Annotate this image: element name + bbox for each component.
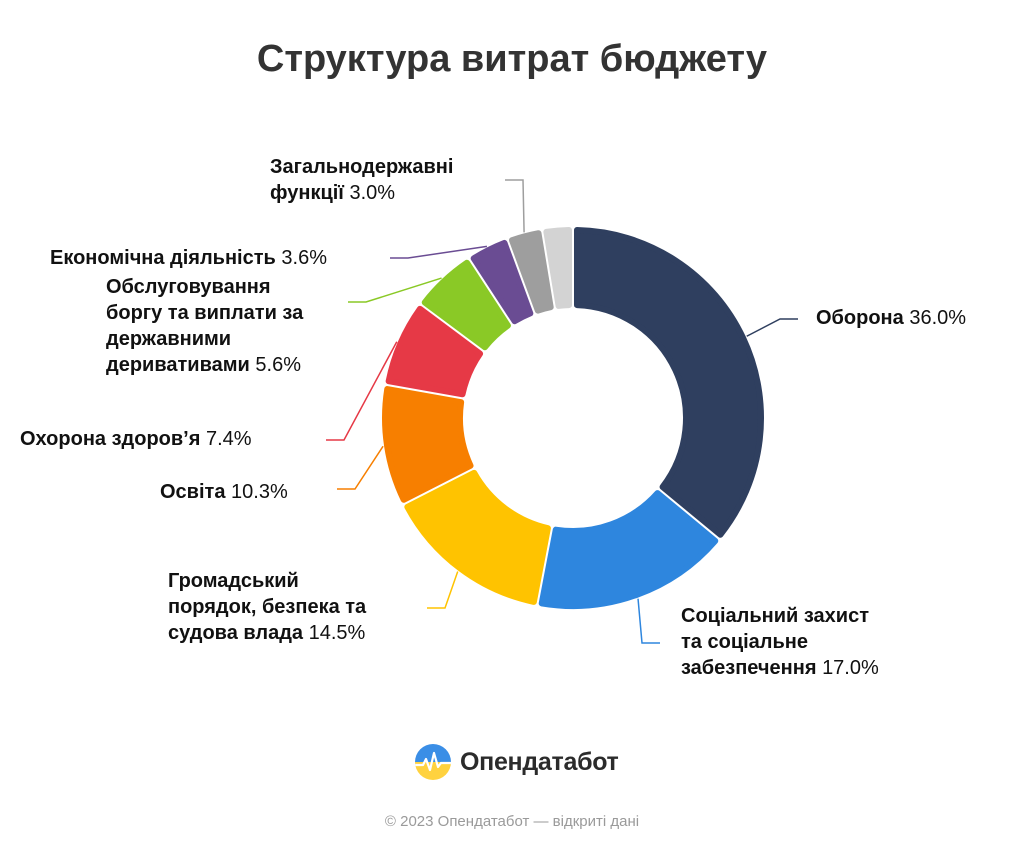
slice-label-name: боргу та виплати за <box>106 302 304 324</box>
donut-slice-6 <box>421 259 511 351</box>
chart-title: Структура витрат бюджету <box>256 38 768 80</box>
donut-slice-2 <box>538 490 719 609</box>
slice-label-percent: 10.3% <box>231 481 288 503</box>
donut-slice-5 <box>385 305 484 398</box>
slice-label-name: Соціальний захист <box>681 605 869 627</box>
slice-label-6: Обслуговування боргу та виплати за державн… <box>106 274 376 378</box>
donut-slice-3 <box>404 469 551 605</box>
slice-label-7: Економічна діяльність 3.6% <box>50 245 380 271</box>
slice-label-name: Економічна діяльність <box>50 247 276 269</box>
slice-label-2: Соціальний захист та соціальне забезпеченн… <box>681 603 961 681</box>
slice-label-name: Освіта <box>160 481 226 503</box>
slice-label-percent: 3.0% <box>349 182 396 204</box>
slice-label-1: Оборона 36.0% <box>816 305 1016 331</box>
opendatabot-logo-icon <box>415 744 451 780</box>
leader-line-2 <box>637 598 660 644</box>
donut-slice-1 <box>573 227 764 538</box>
leader-line-8 <box>505 179 525 233</box>
slice-label-5: Охорона здоров’я 7.4% <box>20 426 310 452</box>
slice-label-percent: 3.6% <box>281 247 327 269</box>
leader-line-6 <box>348 277 442 303</box>
slice-label-name: забезпечення <box>681 657 817 679</box>
footer-copyright: © 2023 Опендатабот — відкриті дані <box>384 813 640 830</box>
leader-line-5 <box>326 341 398 441</box>
slice-label-name: державними <box>106 328 232 350</box>
slice-label-name: Оборона <box>816 307 904 329</box>
donut-slice-8 <box>508 230 554 314</box>
donut-slice-4 <box>382 386 474 503</box>
donut-slice-9 <box>543 227 573 309</box>
slice-label-name: Громадський <box>168 570 299 592</box>
slice-label-percent: 36.0% <box>909 307 967 329</box>
brand-logo: Опендатабот <box>414 742 619 782</box>
leader-line-3 <box>427 571 459 609</box>
slice-label-3: Громадський порядок, безпека та судова вла… <box>168 568 408 646</box>
leader-line-1 <box>746 318 798 337</box>
leader-line-7 <box>390 245 488 259</box>
slice-label-name: функції <box>270 182 344 204</box>
slice-label-percent: 17.0% <box>822 657 879 679</box>
slice-label-name: Обслуговування <box>106 276 271 298</box>
slice-label-name: деривативами <box>106 354 250 376</box>
slice-label-name: порядок, безпека та <box>168 596 367 618</box>
slice-label-percent: 7.4% <box>205 428 252 450</box>
slice-label-percent: 14.5% <box>308 622 366 644</box>
leader-line-4 <box>337 445 384 490</box>
slice-label-name: Охорона здоров’я <box>20 428 201 450</box>
donut-slice-7 <box>470 239 534 325</box>
slice-label-8: Загальнодержавні функції 3.0% <box>270 154 530 206</box>
slice-label-name: судова влада <box>168 622 304 644</box>
slice-label-name: Загальнодержавні <box>270 156 454 178</box>
brand-name: Опендатабот <box>460 747 619 776</box>
slice-label-name: та соціальне <box>681 631 808 653</box>
slice-label-4: Освіта 10.3% <box>160 479 320 505</box>
slice-label-percent: 5.6% <box>255 354 301 376</box>
